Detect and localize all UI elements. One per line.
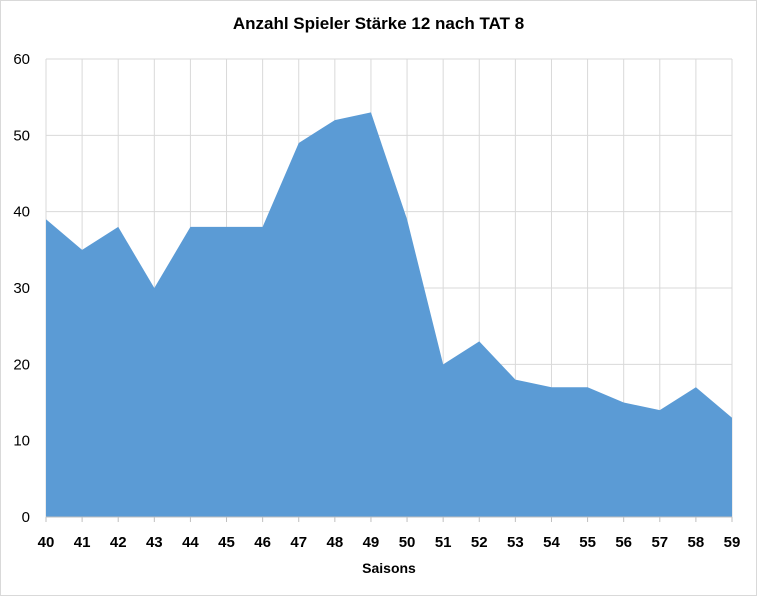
x-tick-label: 44 — [182, 534, 199, 551]
x-tick-label: 45 — [218, 534, 235, 551]
y-tick-label: 50 — [13, 127, 30, 144]
y-tick-label: 0 — [22, 509, 30, 526]
x-tick-label: 53 — [507, 534, 524, 551]
x-tick-label: 54 — [543, 534, 560, 551]
x-tick-label: 46 — [254, 534, 271, 551]
y-tick-label: 10 — [13, 433, 30, 450]
x-tick-label: 42 — [110, 534, 127, 551]
x-axis-title: Saisons — [362, 560, 416, 576]
x-tick-label: 56 — [615, 534, 632, 551]
x-tick-label: 50 — [399, 534, 416, 551]
chart-title: Anzahl Spieler Stärke 12 nach TAT 8 — [232, 14, 525, 33]
x-tick-label: 52 — [471, 534, 488, 551]
x-tick-label: 51 — [435, 534, 452, 551]
x-tick-label: 48 — [326, 534, 343, 551]
y-tick-label: 30 — [13, 280, 30, 297]
y-axis-ticks: 0 10 20 30 40 50 60 — [13, 51, 30, 526]
x-tick-label: 57 — [651, 534, 668, 551]
x-tick-label: 47 — [290, 534, 307, 551]
x-tick-label: 40 — [38, 534, 55, 551]
x-tick-label: 41 — [74, 534, 91, 551]
x-tick-label: 58 — [688, 534, 705, 551]
x-tick-label: 59 — [724, 534, 741, 551]
y-tick-label: 40 — [13, 204, 30, 221]
x-tick-label: 49 — [363, 534, 380, 551]
x-tick-label: 43 — [146, 534, 163, 551]
x-axis-ticks: 40 41 42 43 44 45 46 47 48 49 50 51 52 53 54 55 56 57 58 59 — [38, 516, 741, 551]
series-area — [46, 112, 732, 517]
y-tick-label: 20 — [13, 356, 30, 373]
x-tick-label: 55 — [579, 534, 596, 551]
y-tick-label: 60 — [13, 51, 30, 68]
